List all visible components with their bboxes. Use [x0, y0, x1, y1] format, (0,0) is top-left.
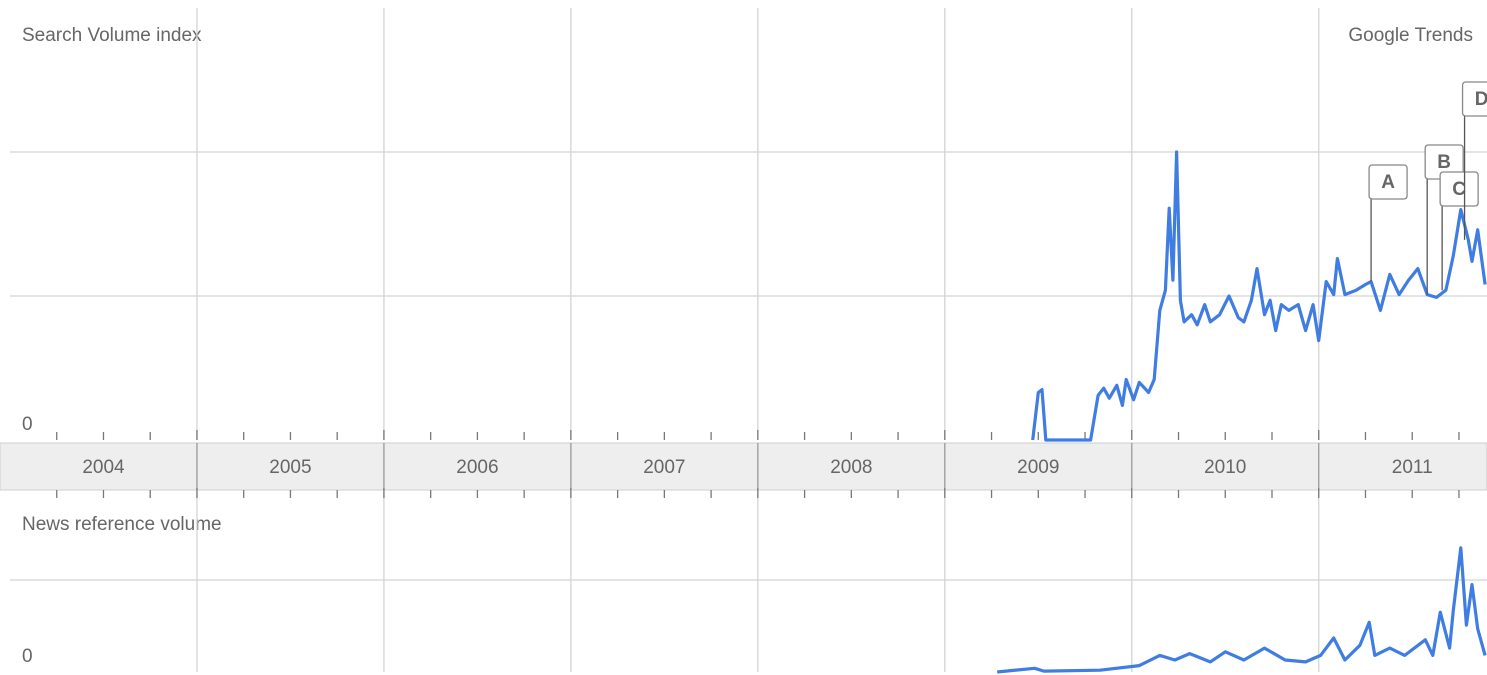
y-tick-label: 0: [22, 414, 33, 435]
annotation-label: C: [1452, 179, 1466, 200]
year-label: 2007: [643, 457, 685, 478]
news-title: News reference volume: [22, 514, 222, 535]
year-label: 2004: [82, 457, 125, 478]
year-label: 2006: [456, 457, 498, 478]
year-label: 2008: [830, 457, 872, 478]
annotation-label: B: [1437, 152, 1451, 173]
annotation-flag: [1368, 164, 1408, 200]
series-line: [997, 546, 1487, 674]
annotation-flag: [1439, 171, 1479, 207]
series-line: [1031, 150, 1487, 442]
annotation-label: A: [1381, 172, 1395, 193]
source-label: Google Trends: [1348, 25, 1473, 46]
year-label: 2009: [1017, 457, 1059, 478]
year-label: 2010: [1204, 457, 1246, 478]
search-title: Search Volume index: [22, 25, 202, 46]
year-label: 2005: [269, 457, 311, 478]
year-label: 2011: [1392, 457, 1433, 478]
annotation-label: D: [1475, 89, 1487, 110]
year-band: [0, 442, 1487, 491]
annotation-flag: [1461, 81, 1487, 117]
y-tick-label: 0: [22, 646, 33, 667]
